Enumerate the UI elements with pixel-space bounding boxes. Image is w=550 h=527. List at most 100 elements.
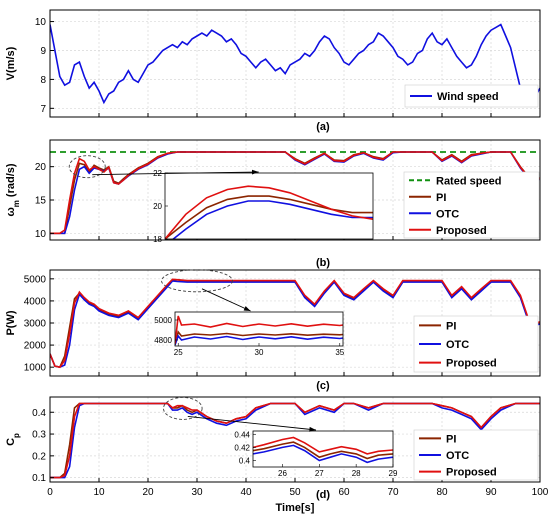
zoom-arrow-head bbox=[243, 306, 251, 311]
legend-entry: PI bbox=[436, 192, 446, 204]
x-tick-label: 0 bbox=[47, 487, 53, 498]
x-tick-label: 10 bbox=[93, 487, 105, 498]
panel-b: 10 15 20 ωm (rad/s) (b) Rated speed PI OTC Propo… bbox=[5, 139, 541, 269]
inset-series-pi bbox=[253, 441, 393, 460]
x-tick-label: 20 bbox=[142, 487, 154, 498]
inset-y-tick-label: 0.42 bbox=[234, 443, 250, 452]
y-tick-label: 1000 bbox=[24, 363, 47, 374]
legend-entry: Proposed bbox=[436, 225, 487, 237]
legend-entry: Wind speed bbox=[437, 91, 499, 103]
panel-caption: (a) bbox=[316, 121, 330, 133]
series-wind-speed bbox=[50, 23, 540, 105]
zoom-ellipse bbox=[68, 155, 106, 179]
inset-background bbox=[165, 173, 373, 239]
zoom-arrow-head bbox=[309, 426, 316, 432]
inset-frame bbox=[252, 430, 394, 468]
y-tick-label: 2000 bbox=[24, 341, 47, 352]
panel-caption: (d) bbox=[316, 489, 330, 501]
y-tick-label: 4000 bbox=[24, 296, 47, 307]
zoom-ellipse bbox=[163, 396, 203, 420]
inset-x-tick-label: 25 bbox=[174, 348, 183, 357]
inset-series-pi bbox=[175, 330, 343, 345]
inset-plot: 0.4 0.42 0.44 26 27 28 29 bbox=[234, 430, 398, 478]
zoom-arrow bbox=[187, 415, 317, 431]
x-tick-label: 40 bbox=[240, 487, 252, 498]
legend-entry: PI bbox=[446, 433, 456, 445]
inset-series-otc bbox=[172, 200, 373, 239]
inset-series-proposed bbox=[165, 185, 373, 239]
inset-x-tick-label: 28 bbox=[352, 469, 361, 478]
inset-x-tick-label: 30 bbox=[255, 348, 264, 357]
inset-x-tick-label: 29 bbox=[389, 469, 398, 478]
inset-series-pi bbox=[165, 195, 373, 239]
y-tick-label: 5000 bbox=[24, 274, 47, 285]
panel-caption: (c) bbox=[316, 380, 330, 392]
y-tick-label: 0.3 bbox=[32, 430, 46, 441]
zoom-ellipse bbox=[161, 269, 233, 293]
inset-series-proposed bbox=[175, 315, 343, 345]
series-otc bbox=[50, 280, 540, 369]
inset-y-tick-label: 4800 bbox=[154, 336, 172, 345]
x-tick-label: 30 bbox=[191, 487, 203, 498]
series-proposed bbox=[50, 278, 540, 369]
inset-x-tick-label: 27 bbox=[315, 469, 324, 478]
inset-y-tick-label: 5000 bbox=[154, 316, 172, 325]
y-axis-label-subscript: m bbox=[12, 200, 21, 207]
inset-y-tick-label: 0.4 bbox=[239, 456, 251, 465]
legend-entry: Proposed bbox=[446, 467, 497, 479]
y-axis-label: V(m/s) bbox=[5, 46, 17, 80]
y-tick-label: 0.1 bbox=[32, 473, 46, 484]
y-tick-label: 0.4 bbox=[32, 408, 46, 419]
panel-d: 0 10 20 30 40 50 60 70 80 90 100 0.1 0.2 0.3 0.4 Cp (d) P… bbox=[5, 396, 549, 501]
y-tick-label: 20 bbox=[35, 162, 47, 173]
inset-background bbox=[175, 312, 343, 346]
legend-entry: OTC bbox=[446, 450, 469, 462]
x-tick-label: 50 bbox=[289, 487, 301, 498]
x-tick-label: 90 bbox=[485, 487, 497, 498]
y-axis-label-unit: (rad/s) bbox=[5, 163, 17, 200]
y-tick-label: 9 bbox=[40, 46, 46, 57]
y-tick-label: 8 bbox=[40, 75, 46, 86]
x-tick-label: 100 bbox=[532, 487, 549, 498]
legend-entry: OTC bbox=[436, 208, 459, 220]
series-proposed bbox=[50, 402, 540, 479]
y-axis-label: Cp bbox=[5, 433, 21, 446]
legend-entry: Proposed bbox=[446, 358, 497, 370]
inset-x-tick-label: 26 bbox=[278, 469, 287, 478]
x-tick-label: 60 bbox=[338, 487, 350, 498]
y-tick-label: 15 bbox=[35, 196, 47, 207]
legend-box bbox=[403, 171, 540, 239]
y-tick-label: 0.2 bbox=[32, 451, 46, 462]
inset-x-tick-label: 35 bbox=[335, 348, 344, 357]
zoom-arrow-head bbox=[251, 169, 259, 175]
legend-entry: OTC bbox=[446, 339, 469, 351]
inset-y-tick-label: 0.44 bbox=[234, 430, 250, 439]
inset-y-tick-label: 20 bbox=[153, 202, 162, 211]
series-proposed bbox=[50, 151, 540, 235]
x-tick-label: 80 bbox=[436, 487, 448, 498]
y-axis-label: P(W) bbox=[5, 310, 17, 335]
y-tick-label: 10 bbox=[35, 229, 47, 240]
inset-plot: 182022 bbox=[153, 169, 374, 244]
legend-box bbox=[404, 84, 539, 108]
y-axis-label: ωm (rad/s) bbox=[5, 163, 21, 216]
panel-a: 7 8 9 10 V(m/s) (a) Wind speed bbox=[5, 9, 541, 133]
zoom-arrow bbox=[201, 288, 251, 312]
y-tick-label: 10 bbox=[35, 17, 47, 28]
y-axis-label-subscript: p bbox=[12, 433, 21, 438]
panel-c: 1000 2000 3000 4000 5000 P(W) (c) PI OTC Proposed… bbox=[5, 269, 541, 392]
zoom-arrow bbox=[92, 171, 259, 176]
inset-plot: 4800 5000 25 30 35 bbox=[154, 311, 345, 357]
y-tick-label: 7 bbox=[40, 104, 46, 115]
inset-series-otc bbox=[175, 334, 343, 346]
y-tick-label: 3000 bbox=[24, 319, 47, 330]
legend-entry: PI bbox=[446, 320, 456, 332]
x-tick-label: 70 bbox=[387, 487, 399, 498]
panel-caption: (b) bbox=[316, 257, 330, 269]
inset-series-otc bbox=[253, 444, 393, 464]
x-axis-label: Time[s] bbox=[276, 502, 315, 514]
legend-entry: Rated speed bbox=[436, 175, 501, 187]
inset-y-tick-label: 18 bbox=[153, 235, 162, 244]
inset-series-proposed bbox=[253, 436, 393, 455]
